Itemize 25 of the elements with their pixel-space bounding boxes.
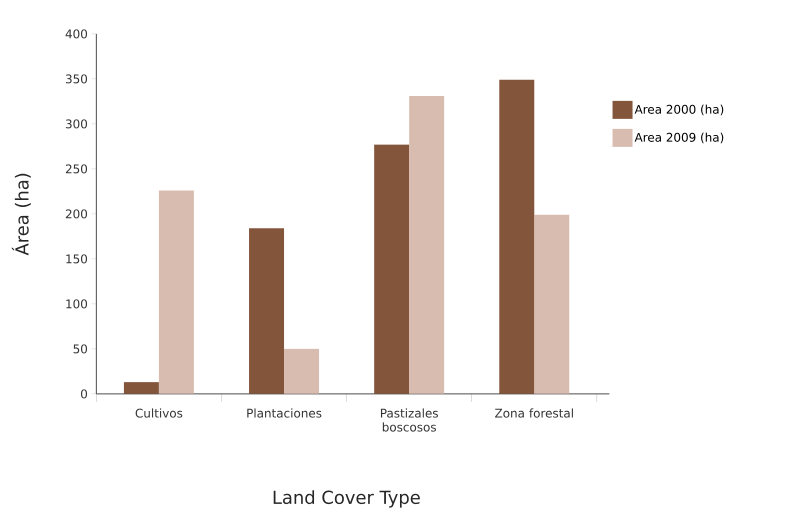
y-tick-label: 400 xyxy=(66,29,88,38)
y-tick-label: 300 xyxy=(66,119,88,128)
y-tick-label: 150 xyxy=(66,254,88,264)
bar xyxy=(158,190,194,394)
x-tick-label: Plantaciones xyxy=(247,408,322,418)
x-axis-title: Land Cover Type xyxy=(274,490,420,508)
bar xyxy=(374,144,410,394)
x-tick-label: Cultivos xyxy=(136,408,182,418)
bar xyxy=(249,228,284,394)
y-tick-label: 50 xyxy=(74,344,88,354)
y-tick-label: 0 xyxy=(81,389,88,398)
y-tick-label: 200 xyxy=(66,209,88,218)
y-tick-label: 250 xyxy=(66,164,88,174)
bar xyxy=(124,382,159,394)
legend-label: Area 2009 (ha) xyxy=(634,132,724,144)
y-tick-label: 350 xyxy=(66,74,88,84)
bar xyxy=(284,348,320,394)
x-tick-label: Zona forestal xyxy=(495,408,573,418)
y-tick-label: 100 xyxy=(66,299,88,308)
bar xyxy=(409,96,444,394)
bar xyxy=(534,214,570,394)
x-tick-label: Pastizales boscosos xyxy=(380,408,438,432)
bar xyxy=(499,80,534,394)
y-axis-title: Área (ha) xyxy=(12,174,31,256)
legend-label: Area 2000 (ha) xyxy=(634,104,724,116)
